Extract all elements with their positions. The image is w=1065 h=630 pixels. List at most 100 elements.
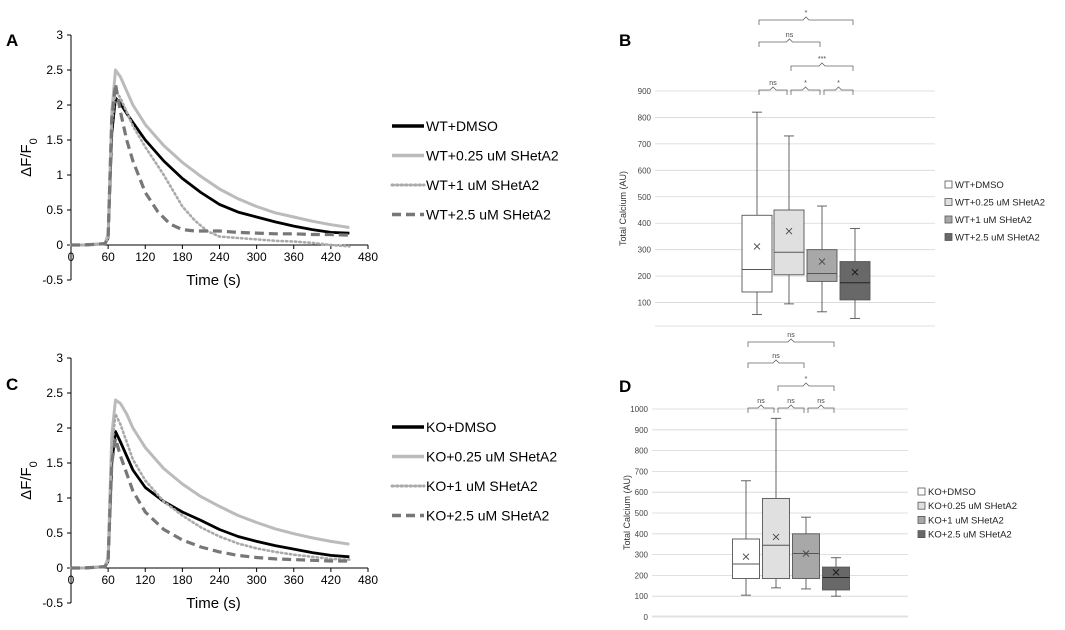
mean-marker-ko-2-5-um-sheta2 bbox=[832, 568, 840, 576]
y-tick-label: 200 bbox=[635, 571, 649, 580]
box-ko-1-um-sheta2 bbox=[792, 533, 820, 579]
x-tick-label: 120 bbox=[135, 250, 155, 264]
y-tick-label: 0.5 bbox=[46, 203, 63, 217]
legend-swatch-ko-0-25-um-sheta2 bbox=[917, 501, 926, 510]
legend-label-wt-dmso: WT+DMSO bbox=[955, 180, 1004, 191]
y-axis-title: ΔF/F0 bbox=[18, 138, 40, 177]
y-tick-label: 1.5 bbox=[46, 133, 63, 147]
y-tick-label: 700 bbox=[638, 140, 652, 149]
legend-label-wt-1-um-sheta2: WT+1 uM SHetA2 bbox=[426, 177, 539, 193]
legend-swatch-wt-1-um-sheta2 bbox=[944, 215, 953, 224]
y-tick-label: 0 bbox=[644, 613, 649, 622]
significance-label: *** bbox=[818, 56, 826, 63]
significance-label: ns bbox=[817, 398, 825, 405]
x-tick-label: 420 bbox=[321, 250, 341, 264]
y-tick-label: 600 bbox=[635, 488, 649, 497]
legend-label-wt-1-um-sheta2: WT+1 uM SHetA2 bbox=[955, 215, 1032, 226]
legend-swatch-wt-dmso bbox=[944, 180, 953, 189]
significance-bracket bbox=[758, 16, 854, 25]
significance-label: * bbox=[805, 10, 808, 17]
x-tick-label: 60 bbox=[101, 573, 115, 587]
chart-a-timecourse-wt: -0.5 0 0.5 1 1.5 2 2.5 3 0 60 120 180 240 300 360 420 48… bbox=[18, 28, 559, 289]
significance-label: * bbox=[804, 80, 807, 87]
panel-label-b: B bbox=[619, 31, 631, 50]
x-tick-label: 60 bbox=[101, 250, 115, 264]
x-tick-label: 300 bbox=[247, 250, 267, 264]
legend-label-wt-dmso: WT+DMSO bbox=[426, 118, 498, 134]
y-axis-title-subscript: 0 bbox=[28, 461, 40, 467]
y-tick-label: 1 bbox=[56, 168, 63, 182]
y-axis-title: ΔF/F0 bbox=[18, 461, 40, 500]
y-tick-label: -0.5 bbox=[42, 596, 63, 610]
series-line-wt-2-5-um-sheta2 bbox=[71, 82, 350, 247]
panel-label-c: C bbox=[6, 375, 18, 394]
legend-label-ko-dmso: KO+DMSO bbox=[426, 419, 497, 435]
x-tick-label: 480 bbox=[358, 573, 378, 587]
series-line-wt-1-um-sheta2 bbox=[69, 89, 351, 248]
y-tick-label: 1.5 bbox=[46, 456, 63, 470]
significance-bracket bbox=[790, 62, 854, 71]
y-tick-label: 2 bbox=[56, 421, 63, 435]
mean-marker-ko-0-25-um-sheta2 bbox=[772, 533, 780, 541]
box-ko-0-25-um-sheta2 bbox=[762, 497, 790, 579]
chart-d-boxplot-ko: 0 100 200 300 400 500 600 700 800 900 1000 Total Ca… bbox=[622, 332, 1017, 622]
series-line-wt-0-25-um-sheta2 bbox=[71, 68, 350, 247]
significance-label: ns bbox=[757, 398, 765, 405]
y-tick-label: 0.5 bbox=[46, 526, 63, 540]
significance-bracket bbox=[747, 404, 775, 413]
significance-bracket bbox=[758, 86, 788, 95]
box-ko-2-5-um-sheta2 bbox=[822, 566, 850, 591]
series-line-ko-1-um-sheta2 bbox=[69, 412, 351, 570]
significance-label: ns bbox=[772, 353, 780, 360]
significance-bracket bbox=[747, 338, 835, 347]
x-tick-label: 420 bbox=[321, 573, 341, 587]
y-tick-label: 900 bbox=[638, 87, 652, 96]
y-tick-label: 400 bbox=[635, 530, 649, 539]
significance-bracket bbox=[777, 404, 805, 413]
y-axis-title-main: ΔF/F bbox=[18, 144, 35, 177]
y-tick-label: 0 bbox=[56, 238, 63, 252]
mean-marker-ko-1-um-sheta2 bbox=[802, 550, 810, 557]
significance-bracket bbox=[777, 382, 835, 391]
box-wt-2-5-um-sheta2 bbox=[839, 261, 871, 301]
x-tick-label: 180 bbox=[172, 250, 192, 264]
legend-label-wt-2-5-um-sheta2: WT+2.5 uM SHetA2 bbox=[426, 207, 551, 223]
mean-marker-ko-dmso bbox=[742, 553, 750, 560]
legend-label-ko-1-um-sheta2: KO+1 uM SHetA2 bbox=[928, 515, 1004, 526]
x-tick-label: 180 bbox=[172, 573, 192, 587]
y-tick-label: 200 bbox=[638, 272, 652, 281]
y-tick-label: 2.5 bbox=[46, 386, 63, 400]
legend-label-ko-1-um-sheta2: KO+1 uM SHetA2 bbox=[426, 478, 538, 494]
legend-swatch-ko-1-um-sheta2 bbox=[917, 516, 926, 524]
x-axis-title: Time (s) bbox=[186, 595, 240, 612]
y-tick-label: -0.5 bbox=[42, 273, 63, 287]
mean-marker-wt-dmso bbox=[753, 243, 761, 250]
y-tick-label: 500 bbox=[635, 509, 649, 518]
legend-label-ko-2-5-um-sheta2: KO+2.5 uM SHetA2 bbox=[426, 508, 550, 524]
significance-label: * bbox=[837, 80, 840, 87]
legend-label-ko-dmso: KO+DMSO bbox=[928, 487, 976, 498]
y-tick-label: 300 bbox=[635, 551, 649, 560]
y-tick-label: 400 bbox=[638, 219, 652, 228]
legend-swatch-ko-2-5-um-sheta2 bbox=[917, 530, 926, 538]
significance-label: ns bbox=[787, 332, 795, 339]
y-axis-title: Total Calcium (AU) bbox=[618, 171, 628, 246]
significance-bracket bbox=[823, 86, 854, 95]
box-wt-0-25-um-sheta2 bbox=[773, 209, 805, 276]
significance-bracket bbox=[790, 86, 821, 95]
y-tick-label: 600 bbox=[638, 166, 652, 175]
y-tick-label: 900 bbox=[635, 426, 649, 435]
legend-label-wt-2-5-um-sheta2: WT+2.5 uM SHetA2 bbox=[955, 233, 1040, 244]
mean-marker-wt-0-25-um-sheta2 bbox=[785, 227, 793, 235]
legend-label-ko-0-25-um-sheta2: KO+0.25 uM SHetA2 bbox=[928, 501, 1017, 512]
y-tick-label: 0 bbox=[56, 561, 63, 575]
panel-label-a: A bbox=[6, 31, 18, 50]
legend-swatch-wt-0-25-um-sheta2 bbox=[944, 198, 953, 206]
significance-label: ns bbox=[787, 398, 795, 405]
y-axis-title-subscript: 0 bbox=[28, 138, 40, 144]
x-tick-label: 360 bbox=[284, 250, 304, 264]
y-tick-label: 1 bbox=[56, 491, 63, 505]
x-tick-label: 0 bbox=[68, 250, 75, 264]
x-tick-label: 300 bbox=[247, 573, 267, 587]
